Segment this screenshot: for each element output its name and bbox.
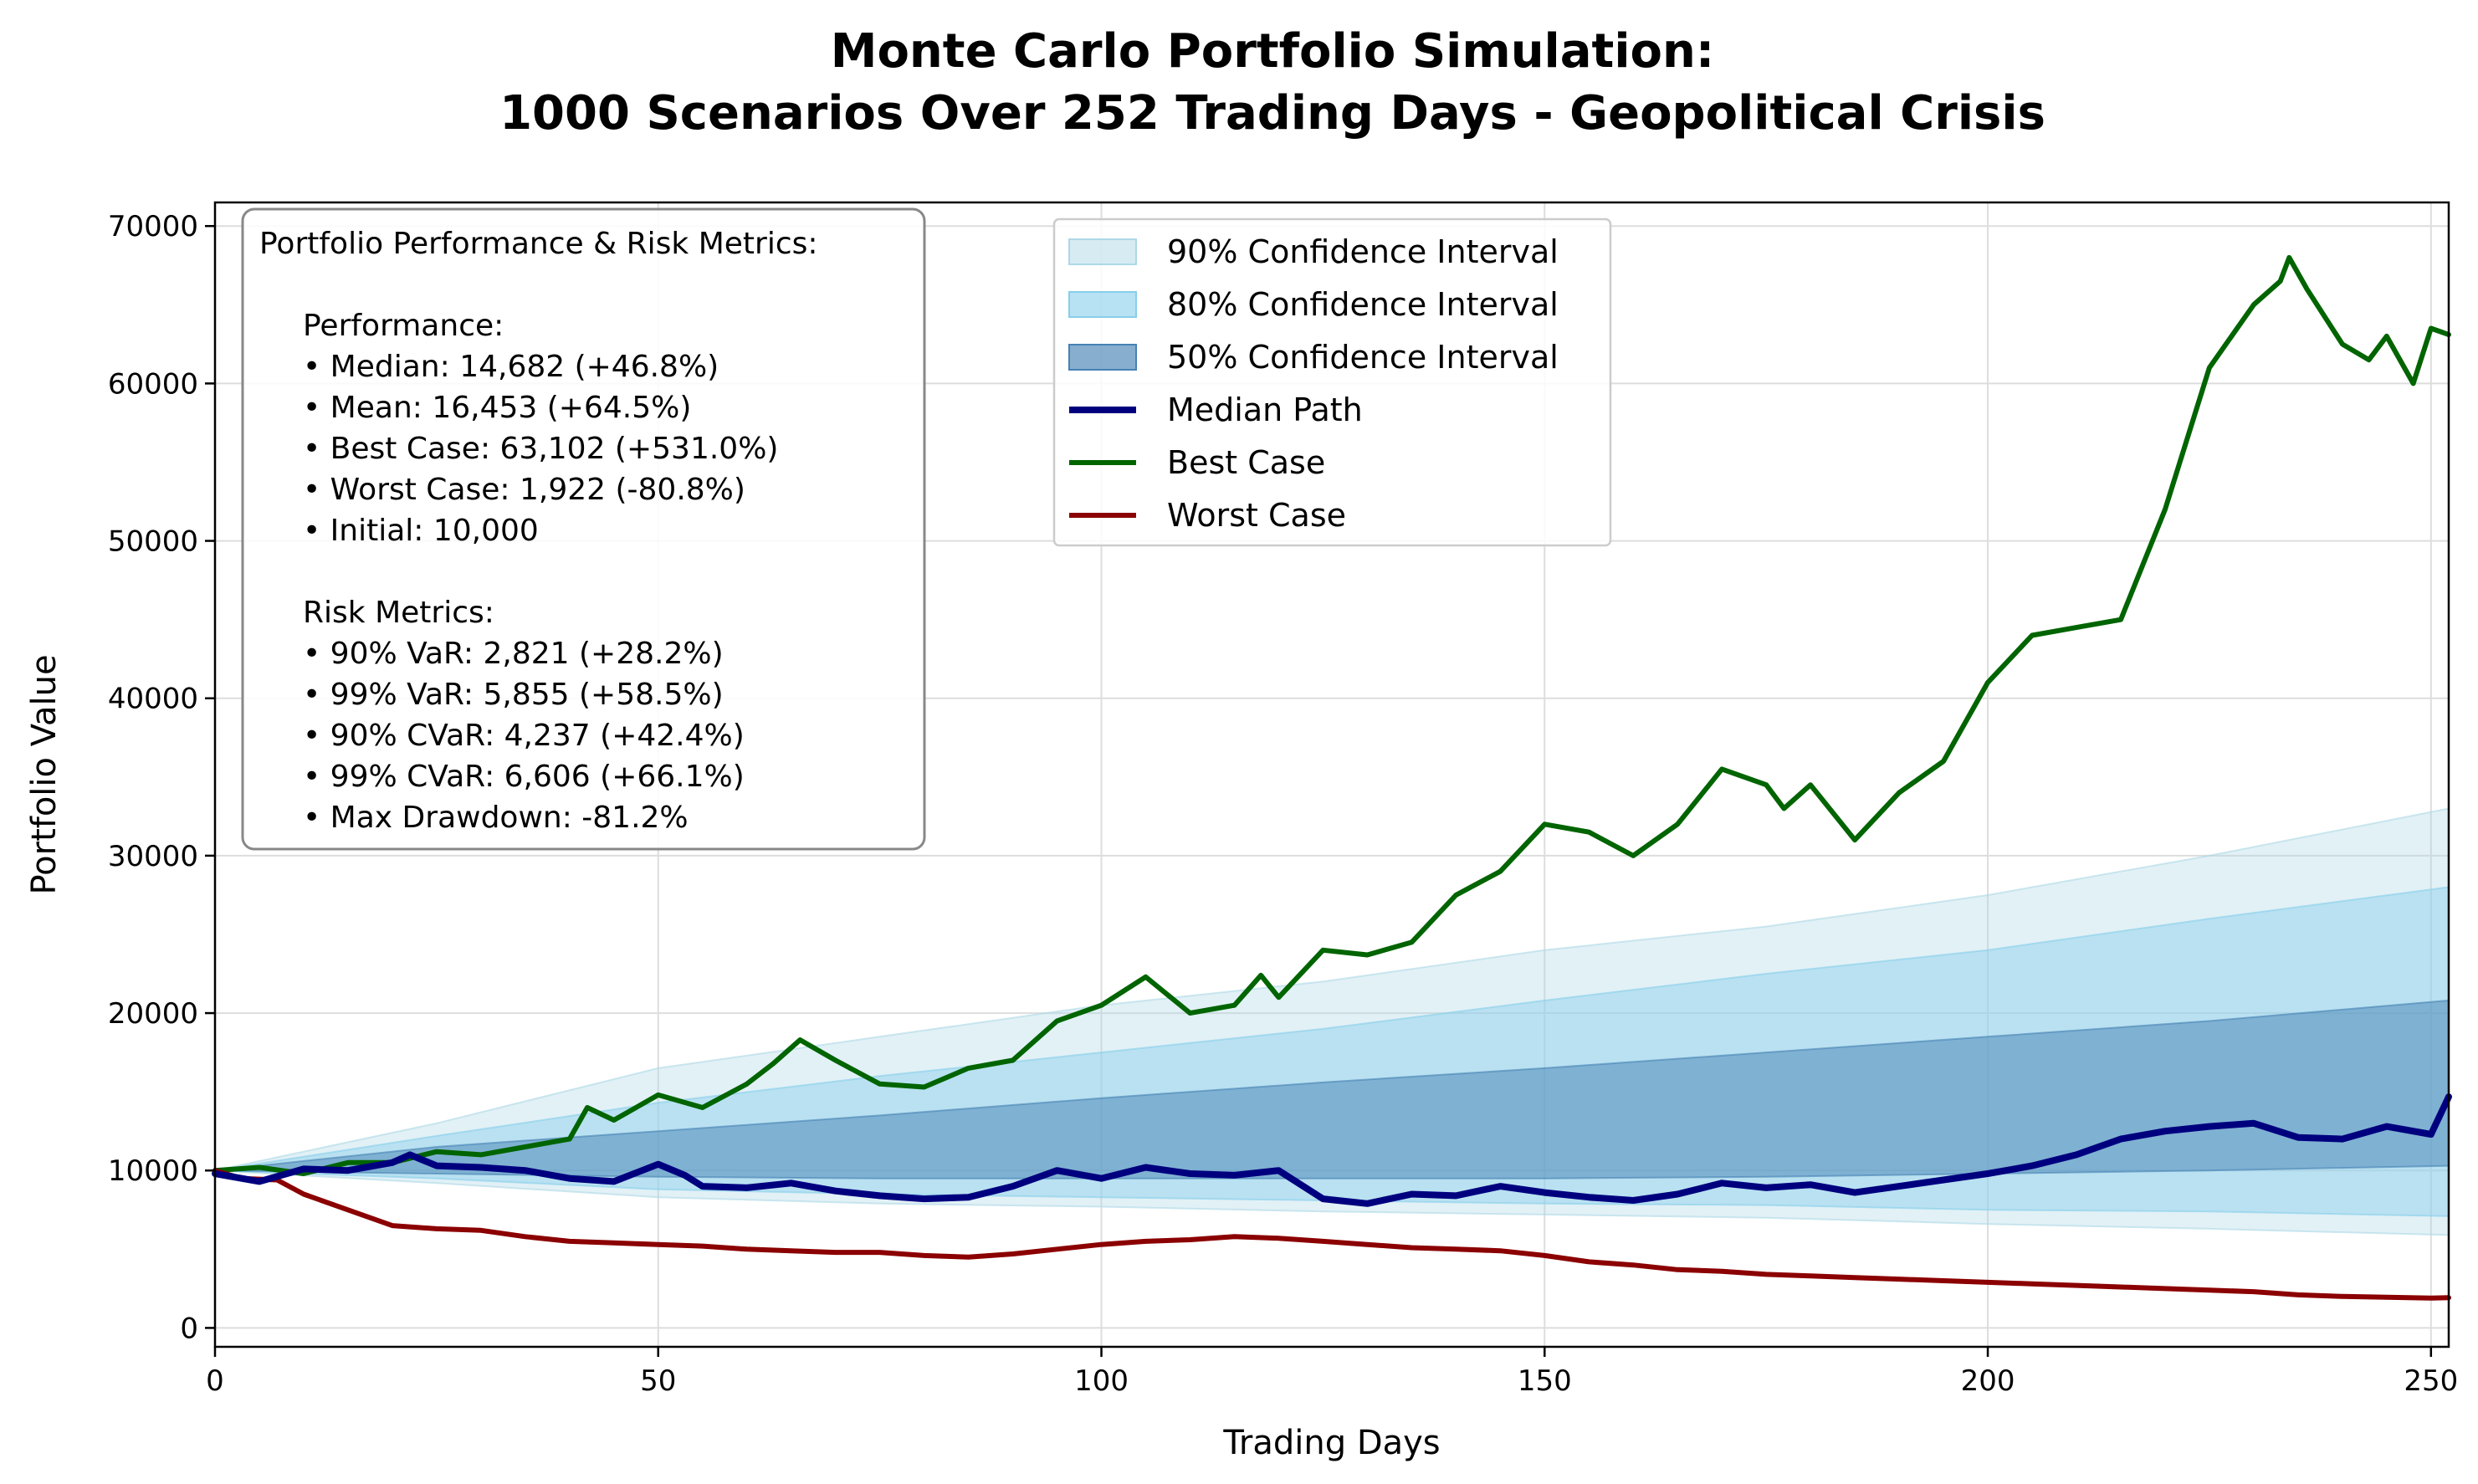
legend-frame bbox=[1052, 217, 1612, 547]
legend: 90% Confidence Interval 80% Confidence In… bbox=[1052, 217, 1612, 547]
y-tick-label: 0 bbox=[180, 1312, 198, 1345]
y-tick-label: 70000 bbox=[108, 210, 198, 243]
y-axis-label: Portfolio Value bbox=[25, 654, 64, 894]
plot-frame bbox=[213, 201, 2450, 1348]
x-axis-label: Trading Days bbox=[1222, 1424, 1440, 1462]
metrics-line: • 99% VaR: 5,855 (+58.5%) bbox=[303, 678, 724, 712]
metrics-box-frame bbox=[241, 207, 926, 851]
metrics-line: Portfolio Performance & Risk Metrics: bbox=[259, 227, 818, 261]
metrics-line: Performance: bbox=[303, 309, 504, 343]
confidence-bands bbox=[214, 807, 2450, 1236]
metrics-line: • 90% CVaR: 4,237 (+42.4%) bbox=[303, 719, 745, 753]
metrics-line: • Initial: 10,000 bbox=[303, 514, 539, 548]
chart-title-line-1: Monte Carlo Portfolio Simulation: bbox=[831, 24, 1715, 79]
y-tick-label: 20000 bbox=[108, 997, 198, 1031]
x-tick-label: 0 bbox=[206, 1364, 224, 1398]
y-tick-label: 60000 bbox=[108, 367, 198, 401]
legend-label: Worst Case bbox=[1167, 497, 1346, 534]
y-tick-label: 50000 bbox=[108, 525, 198, 559]
metrics-line: • Mean: 16,453 (+64.5%) bbox=[303, 391, 691, 425]
metrics-line: • Median: 14,682 (+46.8%) bbox=[303, 350, 719, 384]
legend-label: 90% Confidence Interval bbox=[1167, 233, 1559, 270]
y-axis: 0 10000 20000 30000 40000 50000 60000 70000 bbox=[108, 210, 215, 1345]
x-tick-label: 150 bbox=[1518, 1364, 1572, 1398]
y-tick-label: 30000 bbox=[108, 840, 198, 873]
metrics-line: • Max Drawdown: -81.2% bbox=[303, 801, 689, 835]
metrics-line: • 90% VaR: 2,821 (+28.2%) bbox=[303, 637, 724, 671]
x-tick-label: 100 bbox=[1074, 1364, 1129, 1398]
x-axis: 0 50 100 150 200 250 bbox=[206, 1347, 2458, 1398]
series-line-2 bbox=[212, 1168, 2451, 1301]
metrics-line: Risk Metrics: bbox=[303, 596, 494, 630]
legend-label: 50% Confidence Interval bbox=[1167, 339, 1559, 376]
metrics-line: • Best Case: 63,102 (+531.0%) bbox=[303, 432, 778, 466]
metrics-line: • 99% CVaR: 6,606 (+66.1%) bbox=[303, 760, 745, 794]
series-line-0 bbox=[212, 1093, 2452, 1207]
x-tick-label: 200 bbox=[1961, 1364, 2015, 1398]
legend-label: 80% Confidence Interval bbox=[1167, 286, 1559, 323]
metrics-box: Portfolio Performance & Risk Metrics: Per… bbox=[241, 207, 926, 851]
legend-swatch bbox=[1068, 291, 1137, 318]
series-lines bbox=[212, 254, 2452, 1301]
y-tick-label: 10000 bbox=[108, 1154, 198, 1188]
legend-swatch bbox=[1068, 238, 1137, 265]
x-tick-label: 50 bbox=[640, 1364, 676, 1398]
legend-label: Best Case bbox=[1167, 444, 1325, 481]
y-tick-label: 40000 bbox=[108, 683, 198, 716]
chart-title-line-2: 1000 Scenarios Over 252 Trading Days - G… bbox=[499, 86, 2045, 141]
series-line-1 bbox=[212, 254, 2451, 1176]
legend-label: Median Path bbox=[1167, 391, 1363, 428]
metrics-line: • Worst Case: 1,922 (-80.8%) bbox=[303, 473, 745, 507]
x-tick-label: 250 bbox=[2404, 1364, 2458, 1398]
legend-swatch bbox=[1068, 344, 1137, 371]
